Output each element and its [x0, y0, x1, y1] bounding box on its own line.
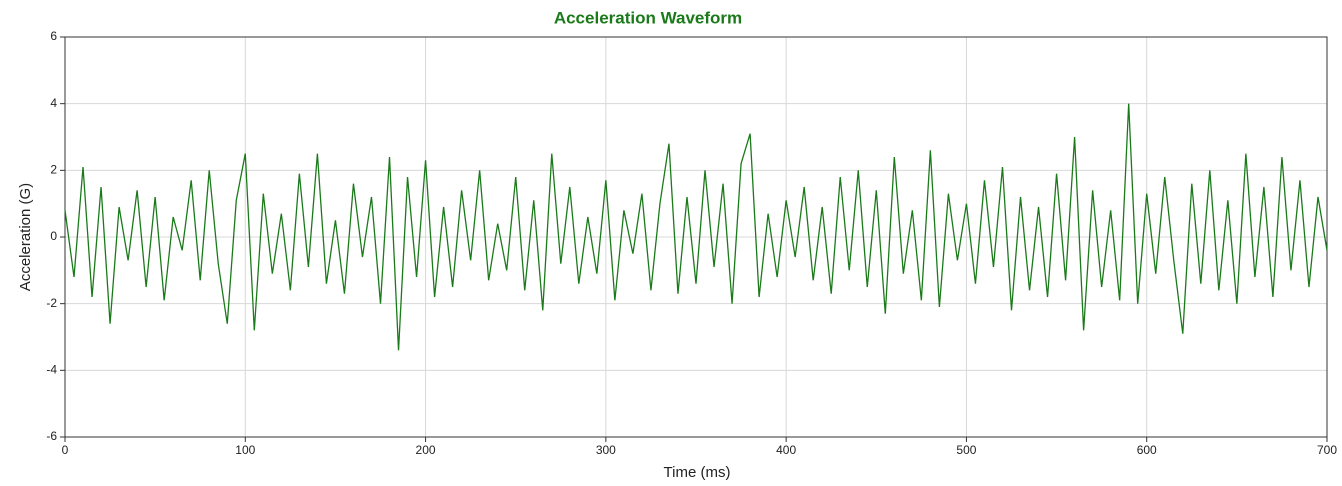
plot-frame [64, 36, 1328, 438]
y-tick-label: 2 [50, 163, 57, 177]
x-tick-label: 400 [776, 443, 796, 457]
y-axis-label: Acceleration (G) [17, 183, 34, 291]
y-tick-label: -2 [46, 296, 57, 310]
y-tick-label: 0 [50, 229, 57, 243]
x-tick-label: 500 [956, 443, 976, 457]
y-tick-label: 6 [50, 29, 57, 43]
chart-title: Acceleration Waveform [554, 8, 742, 27]
x-tick-label: 700 [1317, 443, 1337, 457]
waveform-line [64, 103, 1328, 351]
x-tick-label: 600 [1137, 443, 1157, 457]
x-axis-label: Time (ms) [664, 464, 731, 481]
y-tick-label: 4 [50, 96, 57, 110]
y-tick-label: -6 [46, 429, 57, 443]
x-tick-label: 200 [416, 443, 436, 457]
x-tick-label: 0 [62, 443, 69, 457]
x-tick-label: 300 [596, 443, 616, 457]
x-tick-label: 100 [235, 443, 255, 457]
y-tick-label: -4 [46, 363, 57, 377]
